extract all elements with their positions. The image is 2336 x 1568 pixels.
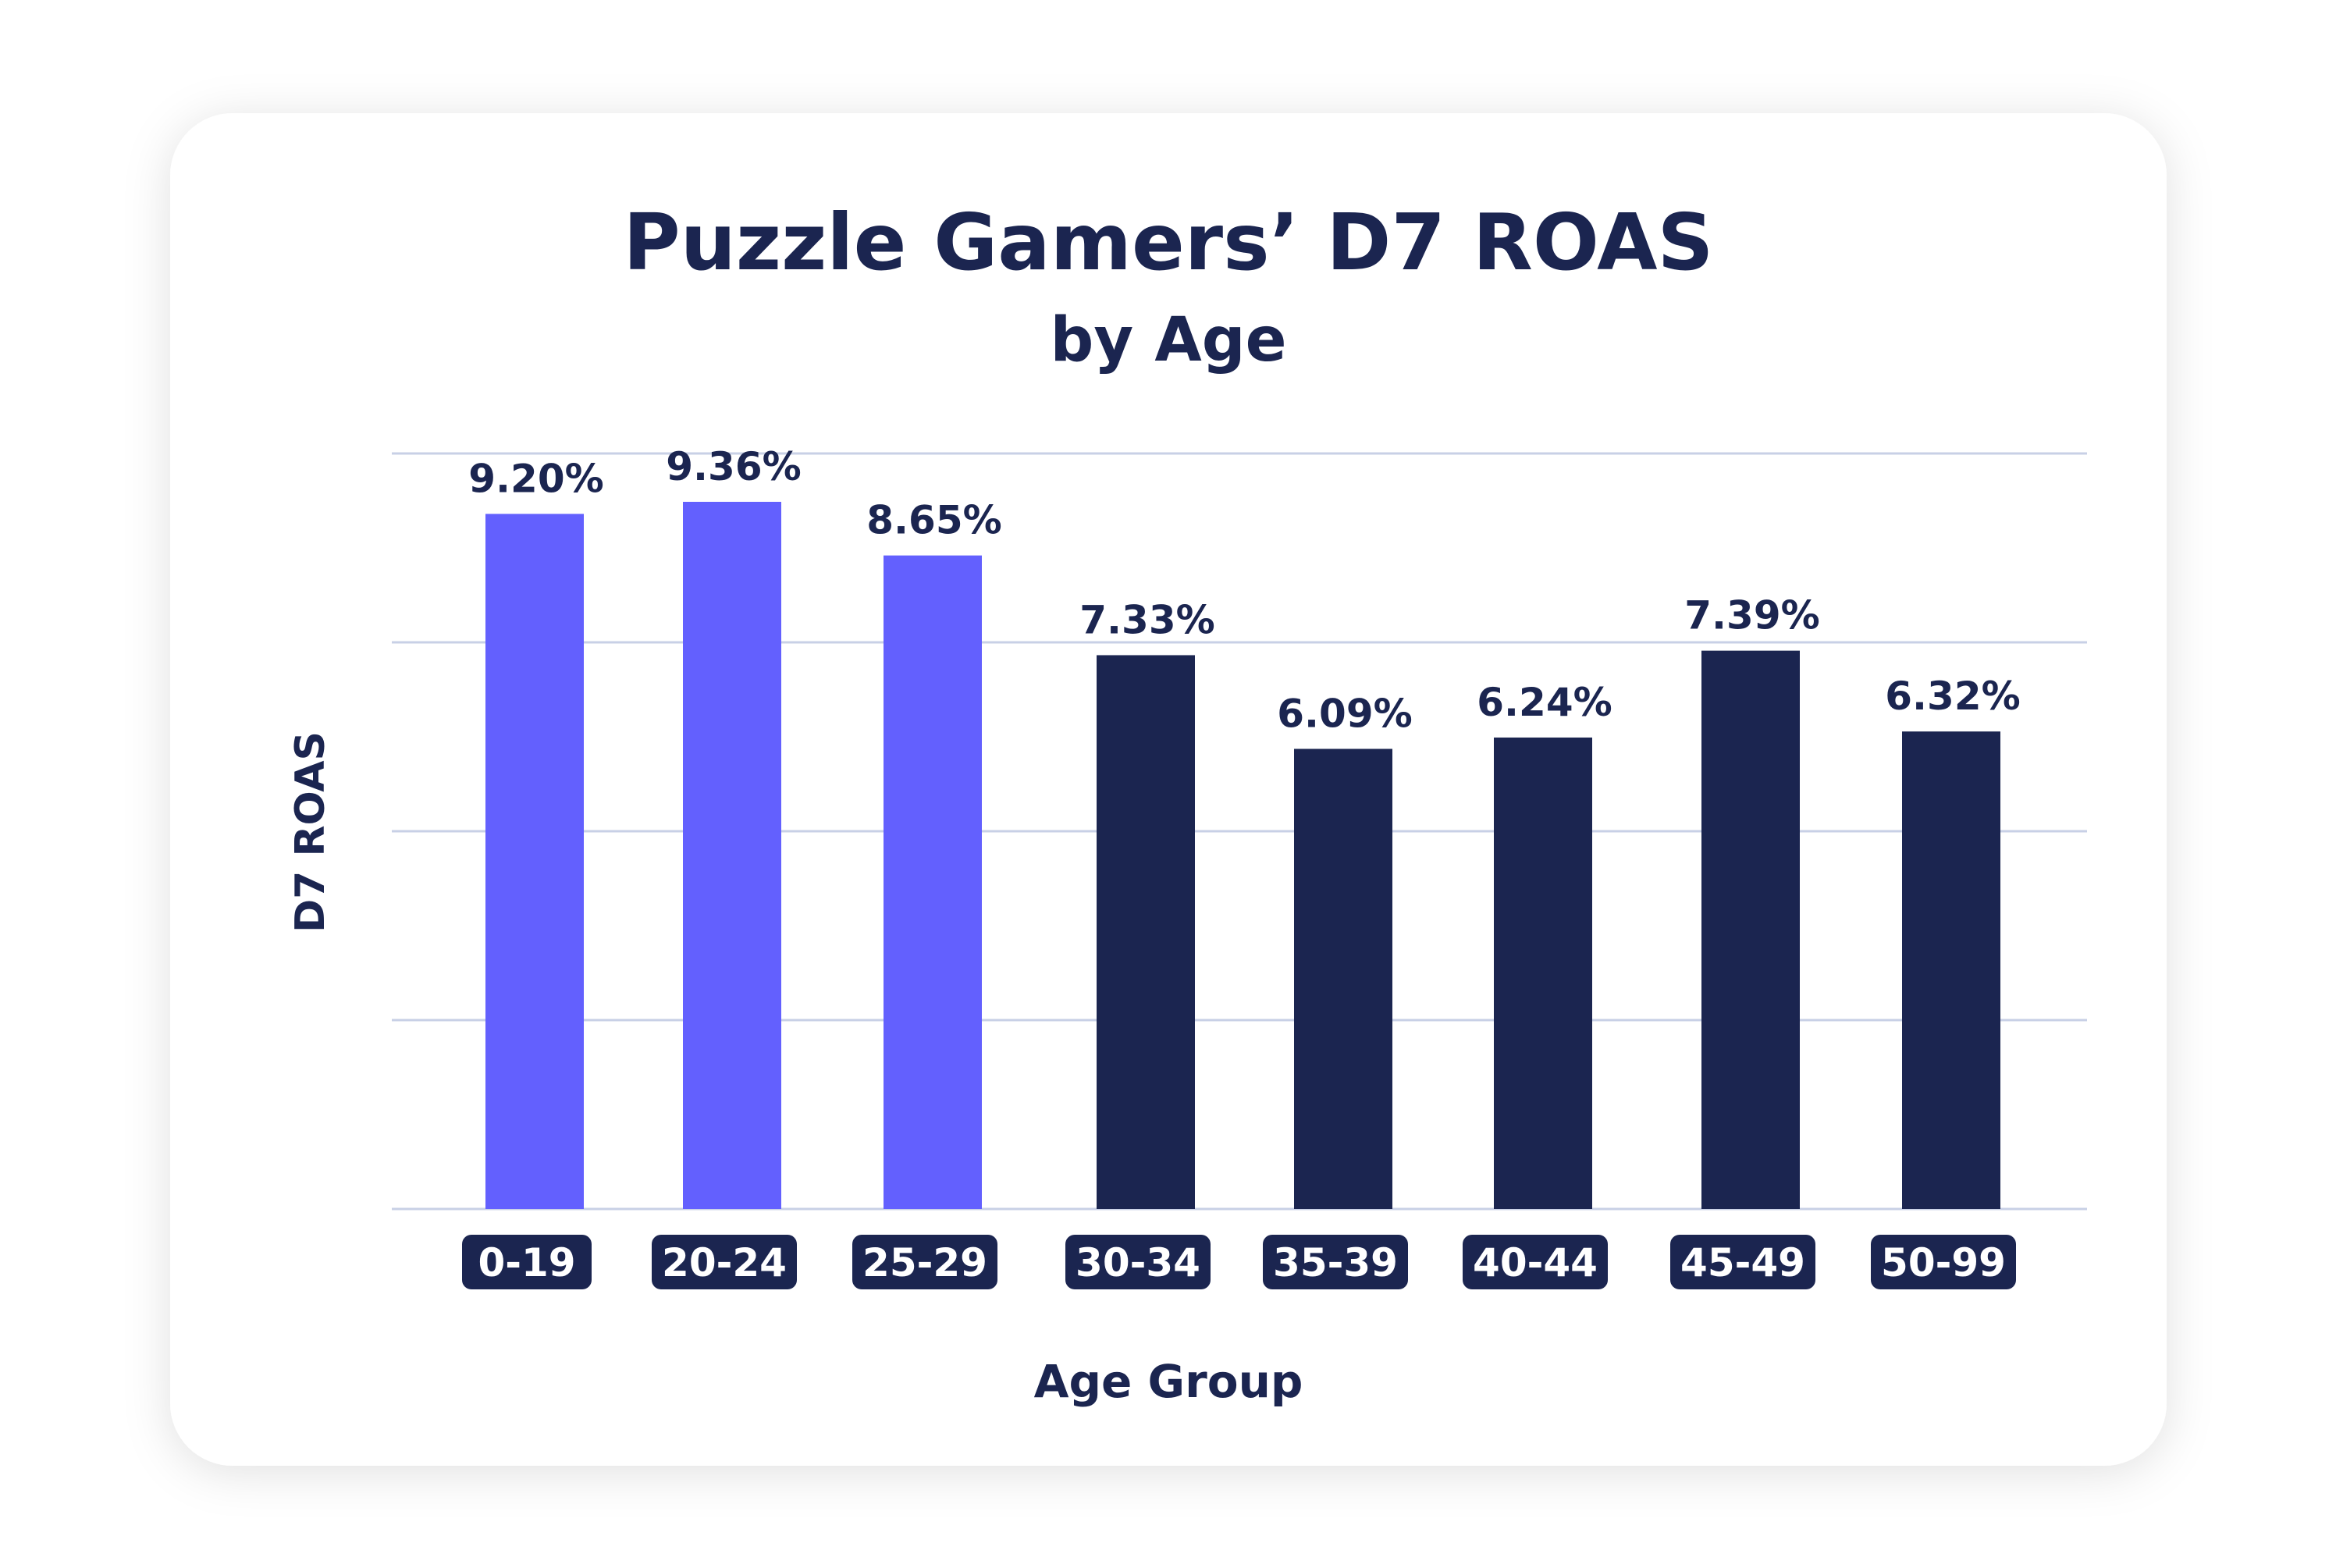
value-label: 6.32% (1885, 674, 2020, 719)
value-labels: 9.20% 9.36% 8.65% 7.33% 6.09% 6.24% 7.39% 6.32% (468, 444, 2020, 737)
category-pill (1670, 1235, 1815, 1289)
category-label: 40-44 (1473, 1240, 1598, 1285)
bar-35-39 (1294, 748, 1392, 1209)
value-label: 6.24% (1477, 680, 1612, 725)
bar-45-49 (1701, 650, 1800, 1209)
y-axis-label: D7 ROAS (287, 731, 334, 933)
category-pill (1065, 1235, 1211, 1289)
bar-40-44 (1494, 737, 1592, 1209)
category-pill (1263, 1235, 1408, 1289)
bar-30-34 (1097, 655, 1195, 1209)
value-label: 7.39% (1684, 593, 1819, 638)
bar-20-24 (683, 501, 781, 1209)
category-label: 35-39 (1273, 1240, 1398, 1285)
category-label: 30-34 (1076, 1240, 1200, 1285)
x-axis-label: Age Group (1034, 1355, 1303, 1408)
chart-title: Puzzle Gamers’ D7 ROAS (623, 197, 1713, 288)
category-pill (652, 1235, 797, 1289)
gridlines (392, 452, 2087, 1211)
category-pill (1463, 1235, 1608, 1289)
value-label: 9.36% (666, 444, 801, 489)
category-label: 20-24 (662, 1240, 787, 1285)
value-label: 7.33% (1079, 597, 1214, 642)
category-pill (462, 1235, 592, 1289)
value-label: 8.65% (866, 498, 1001, 543)
value-label: 9.20% (468, 456, 603, 501)
category-label: 50-99 (1881, 1240, 2006, 1285)
bar-25-29 (884, 555, 982, 1209)
category-label: 45-49 (1680, 1240, 1805, 1285)
bars (485, 501, 2000, 1209)
category-pill (852, 1235, 997, 1289)
category-label: 0-19 (478, 1240, 575, 1285)
chart-subtitle: by Age (1051, 305, 1287, 375)
category-label: 25-29 (862, 1240, 987, 1285)
bar-0-19 (485, 514, 584, 1209)
bar-50-99 (1902, 731, 2000, 1209)
category-labels: 0-19 20-24 25-29 30-34 35-39 40-44 45-49 50-99 (462, 1235, 2016, 1289)
category-pill (1871, 1235, 2016, 1289)
value-label: 6.09% (1277, 691, 1412, 736)
